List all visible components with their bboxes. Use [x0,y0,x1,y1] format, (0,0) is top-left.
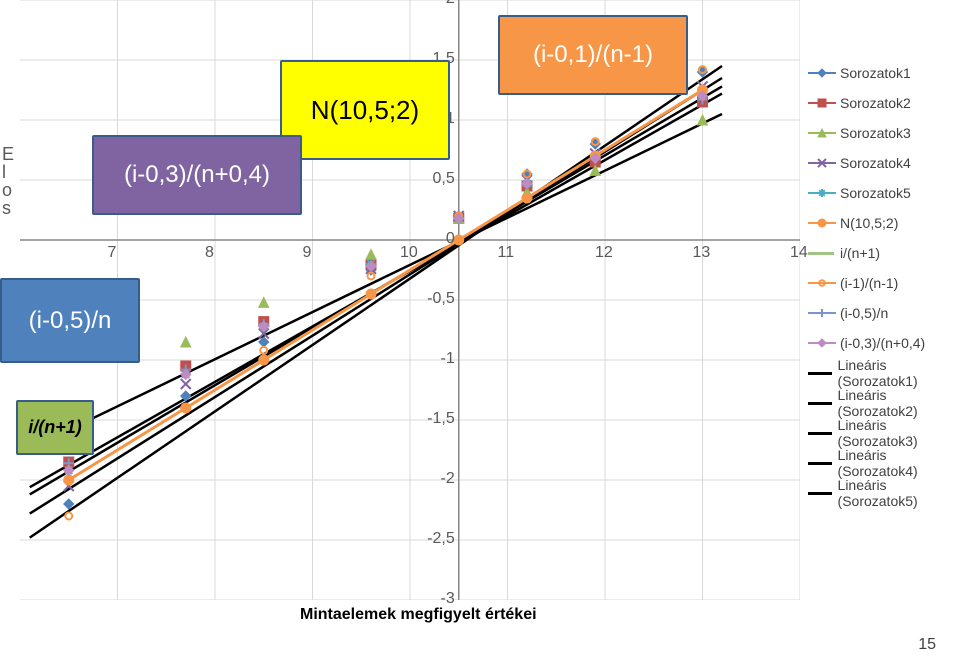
x-tick-label: 7 [108,244,117,262]
legend-label: Lineáris (Sorozatok4) [838,447,958,479]
page: 21,510,50-0,5-1-1,5-2-2,5-3 789101112131… [0,0,960,662]
legend-line-swatch [808,372,832,375]
legend-line-swatch [808,492,832,495]
legend-item: (i-0,3)/(n+0,4) [808,330,958,356]
x-tick-label: 8 [205,244,214,262]
legend-item: (i-0,5)/n [808,300,958,326]
y-tick-label: -2 [425,470,455,488]
legend-label: (i-0,3)/(n+0,4) [840,335,925,351]
x-tick-label: 13 [693,244,711,262]
legend-marker-swatch [808,186,836,200]
x-tick-label: 12 [595,244,613,262]
legend-label: Sorozatok5 [840,185,911,201]
legend-item: Lineáris (Sorozatok3) [808,420,958,446]
legend-line-swatch [808,252,834,255]
legend-line-swatch [808,402,832,405]
legend-item: N(10,5;2) [808,210,958,236]
callout-box: (i-0,1)/(n-1) [498,15,688,95]
x-tick-label: 10 [400,244,418,262]
legend-marker-swatch [808,336,836,350]
legend-marker-swatch [808,156,836,170]
legend-marker-swatch [808,276,836,290]
x-tick-label: 14 [790,244,808,262]
callout-box: (i-0,5)/n [0,278,140,363]
y-tick-label: -0,5 [425,290,455,308]
legend-item: i/(n+1) [808,240,958,266]
legend-label: Sorozatok1 [840,65,911,81]
legend-line-swatch [808,432,832,435]
legend-label: (i-0,5)/n [840,305,888,321]
x-axis-title: Mintaelemek megfigyelt értékei [300,606,537,624]
legend-label: Lineáris (Sorozatok1) [838,357,958,389]
legend-item: Sorozatok3 [808,120,958,146]
legend-item: Sorozatok2 [808,90,958,116]
legend-line-swatch [808,462,832,465]
y-tick-label: -1,5 [425,410,455,428]
legend-item: Sorozatok4 [808,150,958,176]
legend-item: (i-1)/(n-1) [808,270,958,296]
legend-label: Lineáris (Sorozatok2) [838,387,958,419]
legend-item: Lineáris (Sorozatok4) [808,450,958,476]
legend-item: Sorozatok5 [808,180,958,206]
callout-box: N(10,5;2) [280,60,450,160]
callout-box: i/(n+1) [16,400,94,455]
legend-marker-swatch [808,216,836,230]
legend-label: Lineáris (Sorozatok5) [838,477,958,509]
legend-item: Lineáris (Sorozatok1) [808,360,958,386]
legend-marker-swatch [808,306,836,320]
legend-label: Lineáris (Sorozatok3) [838,417,958,449]
legend-marker-swatch [808,96,836,110]
legend-marker-swatch [808,66,836,80]
legend-item: Sorozatok1 [808,60,958,86]
legend-label: Sorozatok3 [840,125,911,141]
legend-label: (i-1)/(n-1) [840,275,898,291]
legend: Sorozatok1 Sorozatok2 Sorozatok3 Sorozatok4… [808,56,958,510]
legend-marker-swatch [808,126,836,140]
legend-label: Sorozatok4 [840,155,911,171]
y-tick-label: 0,5 [425,170,455,188]
legend-label: Sorozatok2 [840,95,911,111]
legend-item: Lineáris (Sorozatok2) [808,390,958,416]
page-number: 15 [918,636,936,654]
x-tick-label: 9 [303,244,312,262]
y-tick-label: 2 [425,0,455,8]
y-tick-label: -1 [425,350,455,368]
x-tick-label: 11 [498,244,515,262]
callout-box: (i-0,3)/(n+0,4) [92,135,302,215]
y-tick-label: -2,5 [425,530,455,548]
legend-label: i/(n+1) [840,245,880,261]
legend-item: Lineáris (Sorozatok5) [808,480,958,506]
y-tick-label: 0 [425,230,455,248]
legend-label: N(10,5;2) [840,215,898,231]
